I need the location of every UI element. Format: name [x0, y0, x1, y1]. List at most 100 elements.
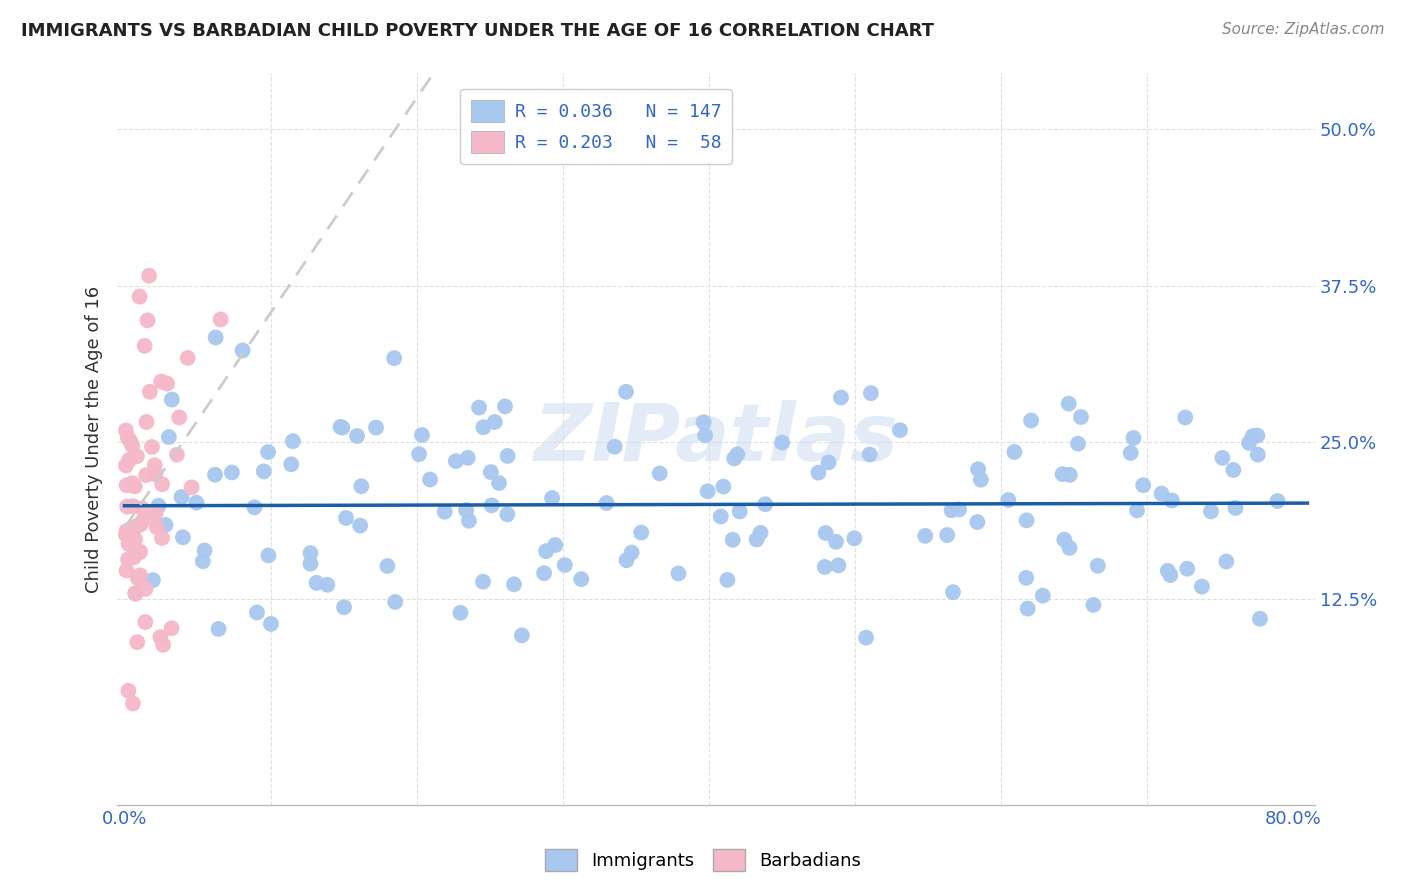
- Point: [155, 517, 177, 532]
- Point: [814, 526, 837, 541]
- Point: [384, 595, 406, 609]
- Point: [1175, 562, 1198, 576]
- Point: [479, 465, 502, 479]
- Point: [814, 560, 837, 574]
- Point: [122, 550, 145, 565]
- Point: [457, 450, 479, 465]
- Point: [121, 438, 143, 452]
- Point: [260, 616, 283, 631]
- Point: [510, 628, 533, 642]
- Point: [160, 621, 183, 635]
- Point: [139, 384, 162, 399]
- Point: [129, 517, 152, 532]
- Point: [620, 545, 643, 559]
- Point: [433, 505, 456, 519]
- Point: [859, 386, 882, 401]
- Point: [122, 499, 145, 513]
- Point: [143, 458, 166, 473]
- Point: [141, 511, 163, 525]
- Point: [711, 479, 734, 493]
- Point: [157, 430, 180, 444]
- Point: [1083, 598, 1105, 612]
- Point: [1132, 478, 1154, 492]
- Point: [191, 554, 214, 568]
- Point: [364, 420, 387, 434]
- Point: [257, 445, 280, 459]
- Text: Source: ZipAtlas.com: Source: ZipAtlas.com: [1222, 22, 1385, 37]
- Point: [1246, 428, 1268, 442]
- Point: [827, 558, 849, 573]
- Text: ZIPatlas: ZIPatlas: [533, 400, 898, 478]
- Point: [150, 531, 173, 545]
- Point: [131, 501, 153, 516]
- Point: [118, 453, 141, 467]
- Point: [484, 415, 506, 429]
- Point: [1247, 448, 1270, 462]
- Point: [966, 515, 988, 529]
- Point: [695, 428, 717, 442]
- Point: [172, 530, 194, 544]
- Point: [914, 529, 936, 543]
- Point: [541, 491, 564, 505]
- Point: [1070, 410, 1092, 425]
- Point: [329, 420, 352, 434]
- Point: [472, 420, 495, 434]
- Point: [115, 524, 138, 538]
- Point: [710, 509, 733, 524]
- Point: [817, 455, 839, 469]
- Point: [124, 533, 146, 547]
- Point: [503, 577, 526, 591]
- Point: [1267, 494, 1289, 508]
- Point: [180, 480, 202, 494]
- Point: [1241, 429, 1264, 443]
- Point: [936, 528, 959, 542]
- Point: [1067, 436, 1090, 450]
- Point: [1160, 493, 1182, 508]
- Point: [134, 339, 156, 353]
- Point: [124, 586, 146, 600]
- Point: [221, 466, 243, 480]
- Point: [127, 571, 149, 585]
- Point: [141, 440, 163, 454]
- Point: [1059, 541, 1081, 555]
- Point: [941, 503, 963, 517]
- Point: [209, 312, 232, 326]
- Point: [595, 496, 617, 510]
- Point: [142, 573, 165, 587]
- Point: [770, 435, 793, 450]
- Point: [807, 466, 830, 480]
- Point: [1215, 554, 1237, 568]
- Point: [1017, 601, 1039, 615]
- Point: [299, 546, 322, 560]
- Point: [1126, 503, 1149, 517]
- Point: [668, 566, 690, 581]
- Point: [148, 499, 170, 513]
- Point: [149, 630, 172, 644]
- Point: [449, 606, 471, 620]
- Point: [488, 475, 510, 490]
- Point: [456, 503, 478, 517]
- Point: [150, 477, 173, 491]
- Point: [723, 451, 745, 466]
- Point: [246, 606, 269, 620]
- Point: [1225, 500, 1247, 515]
- Point: [121, 522, 143, 536]
- Point: [145, 506, 167, 520]
- Point: [844, 531, 866, 545]
- Point: [1052, 467, 1074, 482]
- Point: [1199, 504, 1222, 518]
- Point: [299, 557, 322, 571]
- Point: [232, 343, 254, 358]
- Point: [333, 600, 356, 615]
- Point: [496, 449, 519, 463]
- Point: [128, 290, 150, 304]
- Point: [749, 525, 772, 540]
- Point: [129, 545, 152, 559]
- Point: [721, 533, 744, 547]
- Point: [496, 508, 519, 522]
- Point: [1019, 413, 1042, 427]
- Legend: R = 0.036   N = 147, R = 0.203   N =  58: R = 0.036 N = 147, R = 0.203 N = 58: [460, 89, 733, 164]
- Point: [970, 473, 993, 487]
- Point: [305, 575, 328, 590]
- Point: [281, 434, 304, 449]
